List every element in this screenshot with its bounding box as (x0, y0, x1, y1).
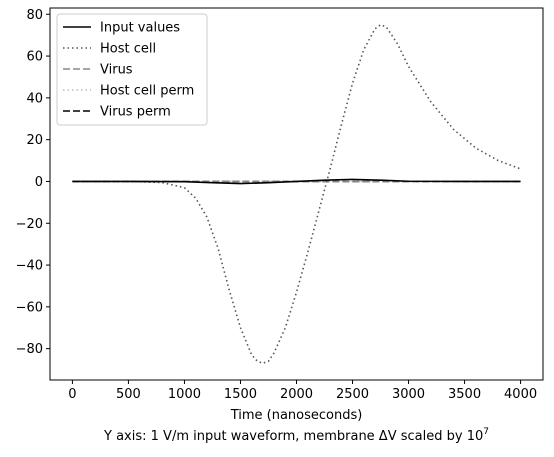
legend-label: Host cell (100, 42, 156, 57)
ticks-layer: 0 500 1000 1500 2000 2500 3000 3500 4000 −80 −60 −4… (16, 8, 538, 402)
y-tick-label: −40 (16, 259, 43, 274)
y-tick-label: −20 (16, 217, 43, 232)
x-tick-label: 4000 (504, 387, 537, 402)
x-tick-label: 1000 (168, 387, 201, 402)
y-tick-label: 60 (26, 50, 43, 65)
series-layer (72, 23, 521, 365)
y-tick-label: 40 (26, 91, 43, 106)
legend-label: Host cell perm (100, 84, 194, 99)
x-tick-label: 2500 (336, 387, 369, 402)
x-axis-title: Time (nanoseconds) (230, 408, 363, 423)
legend: Input values Host cell Virus Host cell perm… (56, 13, 208, 126)
series-line (72, 23, 521, 365)
legend-label: Input values (100, 21, 180, 36)
chart-footnote: Y axis: 1 V/m input waveform, membrane Δ… (103, 427, 489, 444)
series-line (72, 178, 521, 185)
legend-label: Virus (100, 63, 133, 78)
y-tick-label: 0 (35, 175, 43, 190)
x-tick-label: 500 (116, 387, 141, 402)
y-tick-label: 20 (26, 133, 43, 148)
legend-box (56, 13, 208, 126)
y-tick-label: 80 (26, 8, 43, 23)
x-tick-label: 3000 (392, 387, 425, 402)
y-tick-label: −80 (16, 342, 43, 357)
footnote-text: Y axis: 1 V/m input waveform, membrane Δ… (103, 429, 483, 444)
x-tick-label: 0 (68, 387, 76, 402)
footnote-superscript: 7 (483, 427, 489, 437)
x-tick-label: 3500 (448, 387, 481, 402)
y-tick-label: −60 (16, 300, 43, 315)
legend-label: Virus perm (100, 105, 171, 120)
x-tick-label: 1500 (224, 387, 257, 402)
x-tick-label: 2000 (280, 387, 313, 402)
